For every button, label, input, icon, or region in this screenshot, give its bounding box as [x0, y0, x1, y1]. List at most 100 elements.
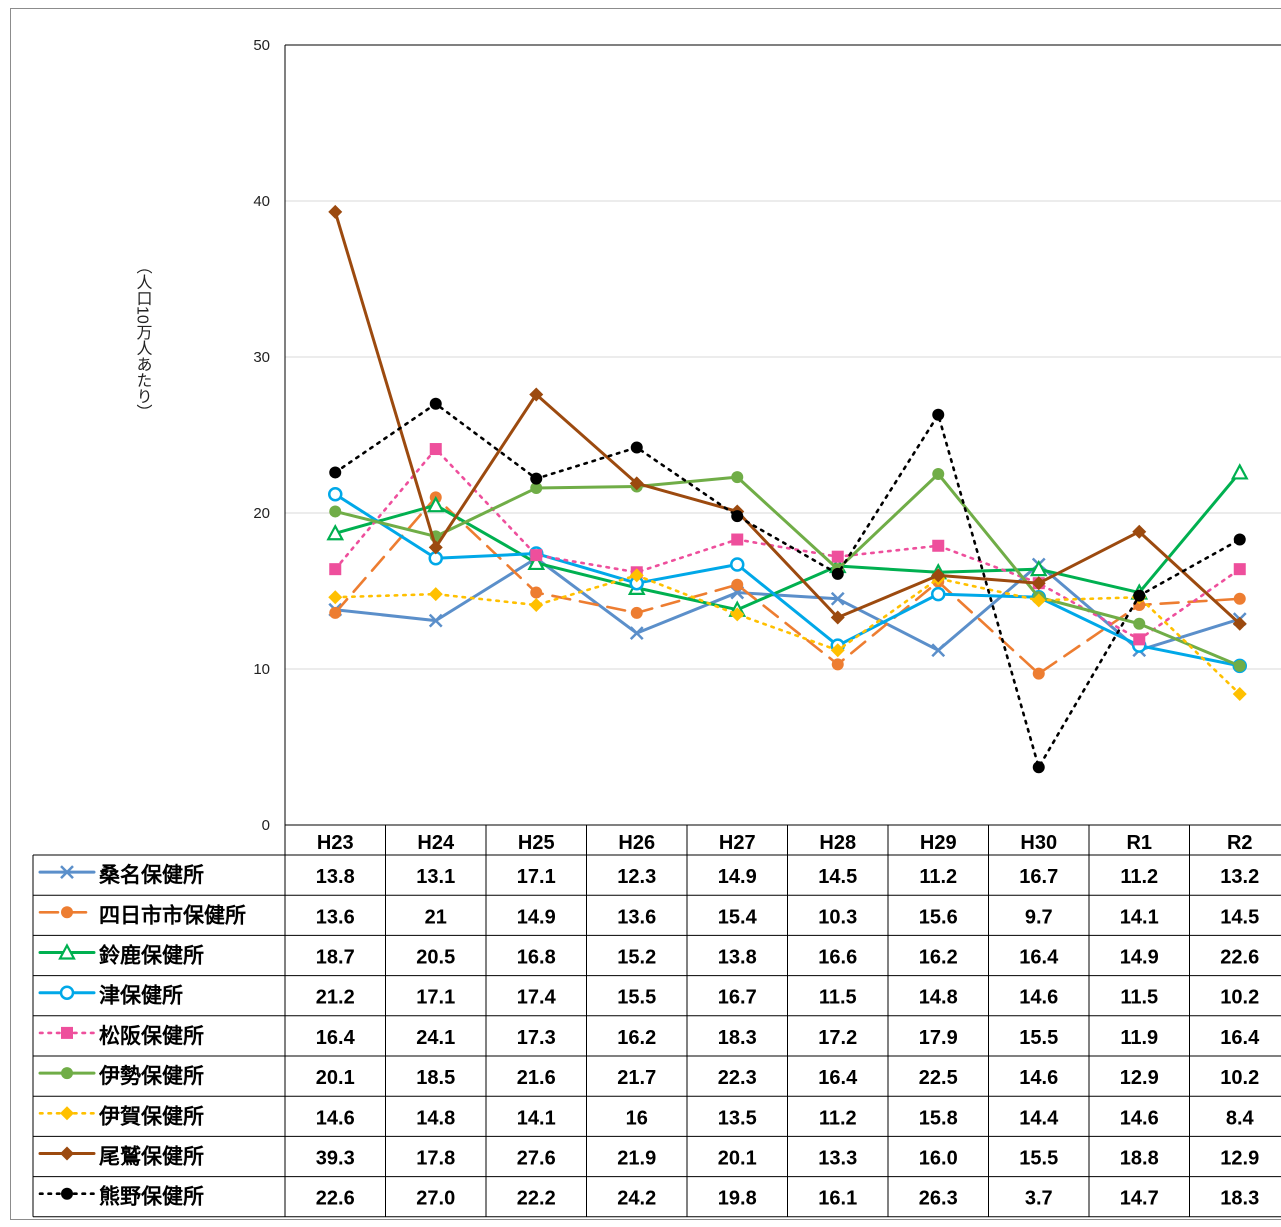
series-line [333, 210, 1242, 626]
data-label: 14.6 [1019, 1067, 1058, 1089]
data-point [428, 613, 443, 628]
data-table: H23 H24 H25 H26 H27 H28 H29 H30 R1 R2 桑名保健所 13.8 13.… [32, 824, 1281, 1218]
data-label: 14.6 [316, 1107, 355, 1129]
legend-marker [61, 1187, 73, 1200]
data-point [1032, 667, 1045, 680]
data-point [730, 607, 745, 622]
data-label: 22.6 [316, 1188, 355, 1210]
data-label: 15.6 [919, 906, 958, 928]
data-label: 8.4 [1226, 1107, 1255, 1129]
data-label: 13.2 [1220, 866, 1259, 888]
y-tick-label: 40 [253, 193, 270, 210]
data-point [830, 591, 845, 606]
data-point [731, 471, 744, 484]
data-point [329, 505, 342, 518]
legend-marker [60, 1146, 74, 1161]
data-label: 10.2 [1220, 1067, 1259, 1089]
data-point [1133, 617, 1146, 630]
data-point [730, 557, 745, 572]
data-point [530, 472, 543, 485]
data-label: 15.5 [617, 987, 656, 1009]
data-point [629, 626, 644, 641]
data-label: 14.1 [517, 1107, 556, 1129]
table-row: 四日市市保健所 13.6 21 14.9 13.6 15.4 10.3 15.6 9.7 14.1… [38, 903, 1259, 928]
data-label: 16.8 [517, 947, 556, 969]
data-point [931, 568, 946, 583]
data-point [831, 658, 844, 671]
data-label: 17.9 [919, 1027, 958, 1049]
data-point [329, 563, 342, 576]
data-label: 14.5 [1220, 906, 1259, 928]
data-point [529, 387, 544, 402]
data-label: 13.6 [316, 906, 355, 928]
legend-label: 松阪保健所 [99, 1024, 204, 1048]
data-label: 14.1 [1120, 906, 1159, 928]
table-row: 鈴鹿保健所 18.7 20.5 16.8 15.2 13.8 16.6 16.2 16.4 14.… [38, 943, 1259, 969]
data-label: 18.8 [1120, 1148, 1159, 1170]
legend-label: 四日市市保健所 [99, 903, 246, 927]
data-point [329, 466, 342, 479]
data-label: 13.6 [617, 906, 656, 928]
data-point [630, 441, 643, 454]
data-label: 11.9 [1120, 1027, 1158, 1049]
legend-marker [61, 1026, 73, 1039]
data-label: 20.5 [416, 947, 455, 969]
data-label: 14.9 [718, 866, 757, 888]
data-label: 10.3 [818, 906, 857, 928]
series-3 [328, 487, 1247, 674]
data-label: 19.8 [718, 1188, 757, 1210]
data-label: 22.6 [1220, 947, 1259, 969]
data-point [630, 606, 643, 619]
data-label: 9.7 [1025, 906, 1053, 928]
data-label: 17.1 [517, 866, 556, 888]
data-label: 16.7 [718, 987, 757, 1009]
data-label: 15.5 [1019, 1148, 1058, 1170]
x-tick-label: H26 [618, 832, 655, 854]
table-row: 松阪保健所 16.4 24.1 17.3 16.2 18.3 17.2 17.9 15.5 11.… [38, 1024, 1260, 1049]
data-label: 11.2 [1120, 866, 1158, 888]
data-label: 11.5 [819, 987, 857, 1009]
data-label: 3.7 [1025, 1188, 1053, 1210]
x-tick-label: H28 [819, 832, 856, 854]
data-point [326, 523, 345, 541]
data-label: 13.3 [818, 1148, 857, 1170]
data-point [1032, 761, 1045, 774]
data-label: 21.2 [316, 987, 355, 1009]
x-tick-label: R1 [1126, 832, 1152, 854]
data-point [1233, 533, 1246, 546]
data-label: 13.1 [416, 866, 455, 888]
table-row: 伊勢保健所 20.1 18.5 21.6 21.7 22.3 16.4 22.5 14.6 12.… [38, 1064, 1259, 1089]
data-point [530, 482, 543, 495]
data-label: 13.5 [718, 1107, 757, 1129]
legend-marker [58, 943, 76, 960]
data-point [428, 540, 443, 555]
data-point [1232, 686, 1247, 701]
chart-frame [10, 8, 1281, 1220]
data-point [1031, 593, 1046, 608]
legend-label: 桑名保健所 [99, 863, 204, 887]
data-label: 22.5 [919, 1067, 958, 1089]
data-point [831, 567, 844, 580]
data-label: 26.3 [919, 1188, 958, 1210]
data-label: 16.4 [316, 1027, 356, 1049]
data-label: 16.0 [919, 1148, 958, 1170]
data-label: 14.7 [1120, 1188, 1159, 1210]
table-row: 伊賀保健所 14.6 14.8 14.1 16 13.5 11.2 15.8 14.4 14.6 8… [38, 1104, 1255, 1129]
data-point [1233, 563, 1246, 576]
series-line [333, 496, 1242, 675]
y-tick-label: 0 [262, 817, 270, 834]
data-label: 11.2 [819, 1107, 857, 1129]
series-8 [329, 397, 1246, 774]
data-point [428, 587, 443, 602]
data-label: 22.2 [517, 1188, 556, 1210]
legend-label: 熊野保健所 [99, 1185, 204, 1209]
data-label: 13.8 [718, 947, 757, 969]
data-label: 14.4 [1019, 1107, 1059, 1129]
data-point [830, 643, 845, 658]
series-line [333, 447, 1242, 641]
data-label: 14.8 [416, 1107, 455, 1129]
series-7 [328, 204, 1247, 631]
data-label: 13.8 [316, 866, 355, 888]
data-label: 14.5 [818, 866, 857, 888]
data-label: 27.0 [416, 1188, 455, 1210]
